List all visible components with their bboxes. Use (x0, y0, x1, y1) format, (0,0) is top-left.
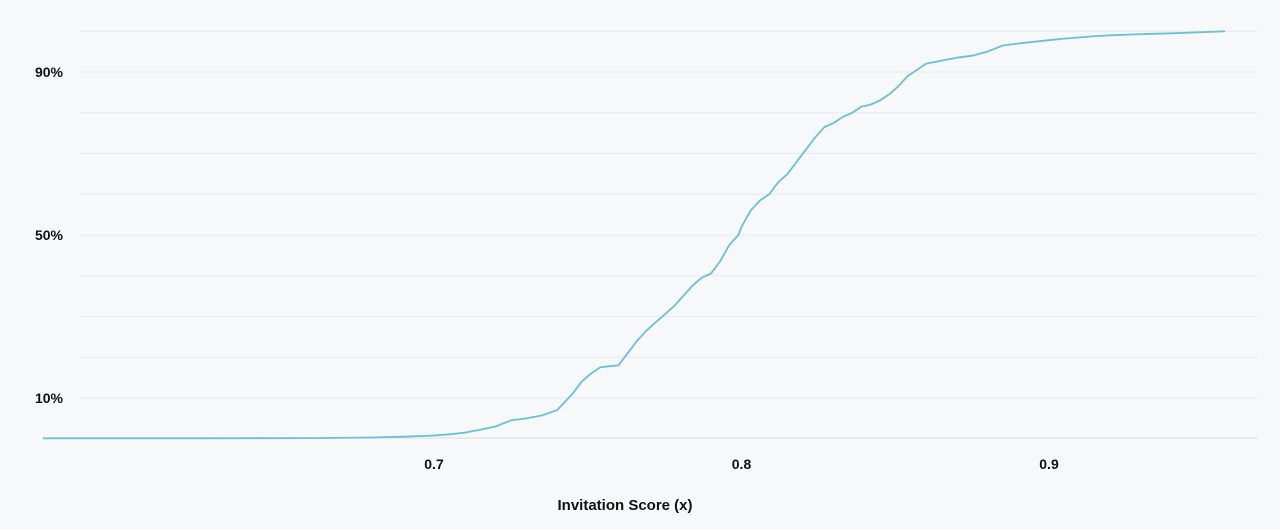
x-tick-label: 0.9 (1039, 456, 1059, 472)
series-layer (42, 30, 1226, 440)
series-line (42, 30, 1226, 440)
x-tick-labels: 0.7 0.8 0.9 (424, 456, 1059, 472)
x-axis-title: Invitation Score (x) (557, 497, 692, 514)
y-tick-label: 10% (35, 390, 64, 406)
y-tick-labels: 10% 50% 90% (35, 64, 64, 406)
y-tick-label: 50% (35, 227, 64, 243)
x-tick-label: 0.7 (424, 456, 444, 472)
x-tick-label: 0.8 (732, 456, 752, 472)
grid-lines (80, 30, 1258, 399)
y-tick-label: 90% (35, 64, 64, 80)
